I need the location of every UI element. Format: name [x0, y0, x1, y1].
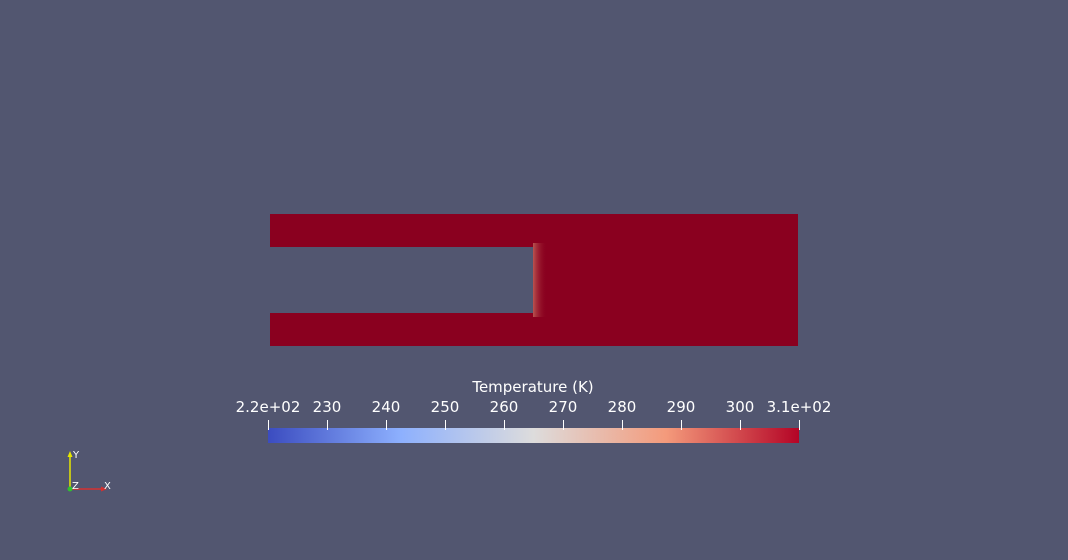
colorbar-tick-label: 280 [607, 398, 637, 416]
colorbar-tick-mark [799, 420, 800, 430]
colorbar-tick-label: 2.2e+02 [235, 398, 301, 416]
colorbar-gradient [268, 428, 799, 443]
x-axis-arrow [101, 486, 107, 492]
cavity-edge-fade [533, 243, 547, 317]
colorbar-tick-label: 270 [548, 398, 578, 416]
colorbar-tick-label: 250 [430, 398, 460, 416]
colorbar-title: Temperature (K) [472, 378, 594, 396]
z-axis-dot [67, 486, 73, 492]
colorbar-tick-mark [445, 420, 446, 430]
colorbar-tick-label: 3.1e+02 [766, 398, 832, 416]
y-axis-arrow [67, 451, 73, 457]
y-axis-label: Y [73, 450, 80, 461]
x-axis-label: X [104, 481, 111, 492]
colorbar-tick-mark [268, 420, 269, 430]
colorbar-tick-mark [504, 420, 505, 430]
colorbar-tick-label: 240 [371, 398, 401, 416]
colorbar [268, 428, 799, 443]
colorbar-tick-label: 300 [725, 398, 755, 416]
colorbar-tick-label: 290 [666, 398, 696, 416]
colorbar-tick-label: 260 [489, 398, 519, 416]
z-axis-label: Z [72, 481, 79, 492]
colorbar-tick-label: 230 [312, 398, 342, 416]
orientation-axes [67, 451, 107, 492]
colorbar-tick-mark [327, 420, 328, 430]
colorbar-tick-mark [681, 420, 682, 430]
colorbar-tick-mark [622, 420, 623, 430]
colorbar-tick-mark [740, 420, 741, 430]
colorbar-tick-mark [386, 420, 387, 430]
colorbar-tick-mark [563, 420, 564, 430]
